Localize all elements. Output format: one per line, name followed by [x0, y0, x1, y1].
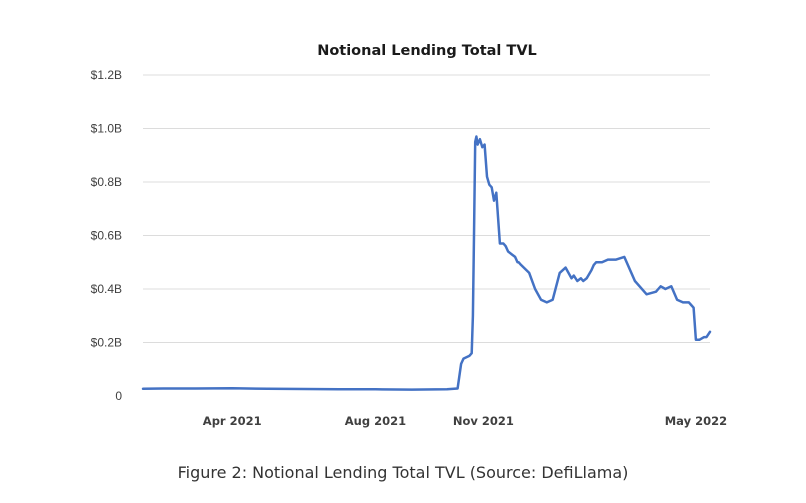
x-axis-tick-labels: Apr 2021 Aug 2021 Nov 2021 May 2022: [203, 414, 727, 428]
x-tick-label: Apr 2021: [203, 414, 262, 428]
figure-caption: Figure 2: Notional Lending Total TVL (So…: [177, 463, 629, 482]
y-tick-label: $0.2B: [91, 336, 122, 350]
series-line-tvl: [141, 135, 712, 391]
y-tick-label: 0: [115, 389, 122, 403]
y-tick-label: $0.6B: [91, 229, 122, 243]
x-tick-label: Aug 2021: [345, 414, 406, 428]
y-axis-tick-labels: 0 $0.2B $0.4B $0.6B $0.8B $1.0B $1.2B: [91, 68, 123, 403]
y-tick-label: $1.0B: [91, 122, 122, 136]
y-tick-label: $0.8B: [91, 175, 122, 189]
chart-title: Notional Lending Total TVL: [317, 43, 537, 59]
x-tick-label: Nov 2021: [453, 414, 514, 428]
x-tick-label: May 2022: [665, 414, 727, 428]
y-tick-label: $0.4B: [91, 282, 122, 296]
gridlines: [143, 74, 710, 343]
y-tick-label: $1.2B: [91, 68, 122, 82]
